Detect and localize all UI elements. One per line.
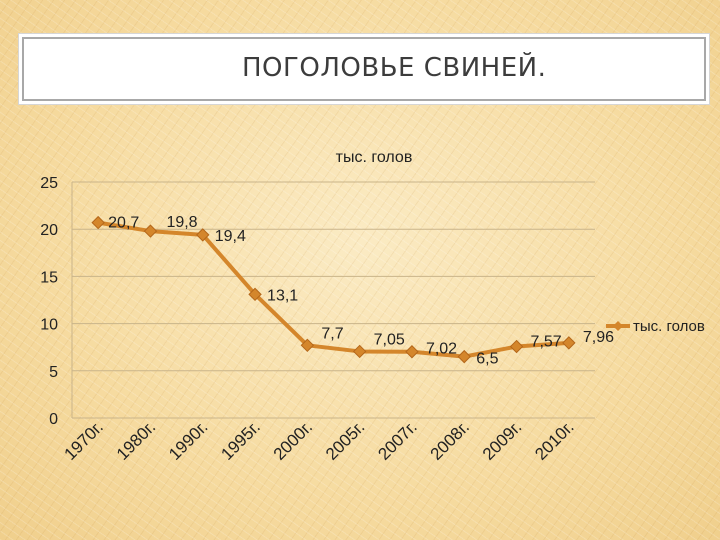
data-point [562, 336, 576, 350]
data-label: 19,8 [166, 214, 197, 231]
data-point [143, 224, 158, 238]
legend-label: тыс. голов [633, 318, 705, 335]
x-tick-label: 2008г. [427, 417, 473, 463]
data-label: 7,96 [583, 329, 614, 346]
data-point [509, 339, 524, 354]
data-point [196, 228, 210, 242]
y-tick-label: 0 [49, 411, 58, 428]
data-label: 7,57 [531, 334, 562, 351]
x-tick-label: 1995г. [217, 417, 263, 463]
data-label: 13,1 [267, 287, 298, 304]
slide-title: ПОГОЛОВЬЕ СВИНЕЙ. [242, 53, 547, 83]
data-label: 19,4 [215, 228, 246, 245]
x-tick-label: 1970г. [61, 417, 107, 463]
x-tick-label: 2007г. [374, 417, 420, 463]
data-point [91, 215, 105, 230]
y-tick-label: 20 [40, 222, 58, 239]
x-tick-label: 1980г. [113, 417, 159, 463]
x-tick-label: 2000г. [270, 417, 316, 463]
gridlines [71, 181, 595, 419]
data-label: 7,02 [426, 341, 457, 358]
series-polyline [96, 220, 571, 359]
y-tick-label: 15 [40, 269, 58, 286]
y-tick-label: 5 [49, 364, 58, 381]
legend-marker [613, 321, 623, 331]
data-label: 7,7 [321, 325, 343, 342]
data-point [457, 349, 471, 364]
series-line [91, 215, 576, 364]
x-tick-label: 2010г. [531, 417, 577, 463]
data-point [248, 287, 262, 302]
x-tick-label: 2009г. [479, 417, 525, 463]
legend: тыс. голов [606, 318, 705, 335]
y-tick-labels: 0 5 10 15 20 25 [40, 175, 58, 428]
y-tick-label: 25 [40, 175, 58, 192]
x-tick-label: 1990г. [165, 417, 211, 463]
data-label: 20,7 [108, 215, 139, 232]
x-tick-labels: 1970г. 1980г. 1990г. 1995г. 2000г. 2005г. 2007… [61, 417, 578, 463]
title-box: ПОГОЛОВЬЕ СВИНЕЙ. [22, 37, 706, 101]
data-point [352, 344, 367, 359]
data-label: 6,5 [476, 351, 498, 368]
data-labels: 20,7 19,8 19,4 13,1 7,7 7,05 7,02 6,5 7,57 7,96 [108, 214, 614, 368]
y-tick-label: 10 [40, 317, 58, 334]
data-label: 7,05 [374, 331, 405, 348]
data-point [405, 345, 419, 359]
x-tick-label: 2005г. [322, 417, 368, 463]
chart-title: тыс. голов [336, 149, 413, 166]
data-point [300, 338, 315, 353]
